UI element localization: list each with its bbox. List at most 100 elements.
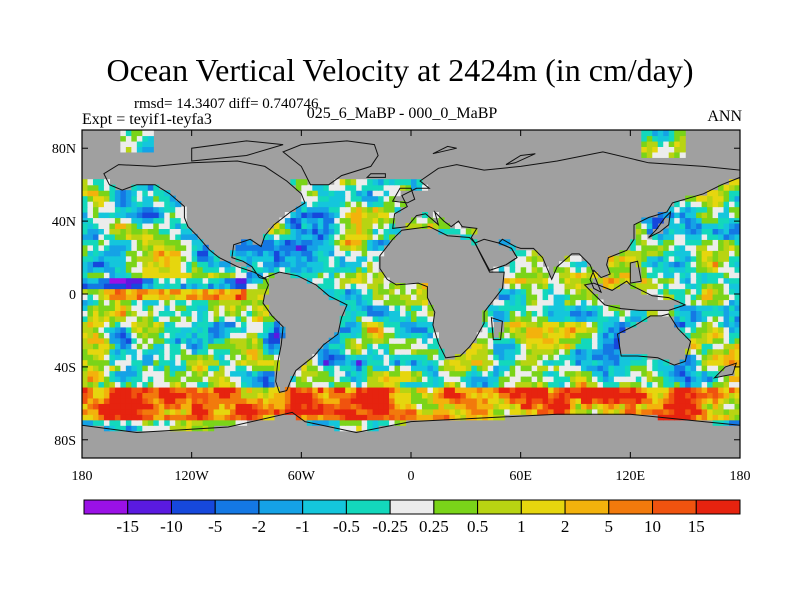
velocity-cell bbox=[718, 272, 725, 279]
velocity-cell bbox=[186, 326, 193, 333]
velocity-cell bbox=[564, 365, 571, 372]
velocity-cell bbox=[657, 386, 664, 393]
velocity-cell bbox=[142, 386, 149, 393]
velocity-cell bbox=[718, 332, 725, 339]
velocity-cell bbox=[690, 414, 697, 421]
velocity-cell bbox=[230, 266, 237, 273]
velocity-cell bbox=[619, 315, 626, 322]
velocity-cell bbox=[334, 337, 341, 344]
velocity-cell bbox=[114, 365, 121, 372]
velocity-cell bbox=[498, 386, 505, 393]
velocity-cell bbox=[241, 277, 248, 284]
velocity-cell bbox=[345, 332, 352, 339]
velocity-cell bbox=[345, 397, 352, 404]
velocity-cell bbox=[147, 403, 154, 410]
velocity-cell bbox=[389, 376, 396, 383]
velocity-cell bbox=[175, 206, 182, 213]
velocity-cell bbox=[158, 414, 165, 421]
velocity-cell bbox=[295, 392, 302, 399]
velocity-cell bbox=[224, 288, 231, 295]
velocity-cell bbox=[147, 376, 154, 383]
velocity-cell bbox=[378, 408, 385, 415]
velocity-cell bbox=[641, 386, 648, 393]
velocity-cell bbox=[262, 283, 270, 290]
velocity-cell bbox=[317, 414, 324, 421]
velocity-cell bbox=[734, 365, 740, 372]
velocity-cell bbox=[142, 184, 149, 191]
velocity-cell bbox=[109, 332, 116, 339]
velocity-cell bbox=[520, 255, 527, 262]
velocity-cell bbox=[487, 386, 494, 393]
velocity-cell bbox=[180, 425, 187, 432]
velocity-cell bbox=[608, 359, 615, 366]
velocity-cell bbox=[701, 386, 708, 393]
velocity-cell bbox=[701, 206, 708, 213]
velocity-cell bbox=[635, 310, 642, 317]
velocity-cell bbox=[421, 392, 429, 399]
velocity-cell bbox=[367, 222, 374, 229]
velocity-cell bbox=[136, 266, 143, 273]
velocity-cell bbox=[559, 354, 566, 361]
velocity-cell bbox=[98, 212, 105, 219]
velocity-cell bbox=[487, 376, 494, 383]
velocity-cell bbox=[224, 386, 231, 393]
velocity-cell bbox=[153, 299, 160, 306]
velocity-cell bbox=[498, 370, 505, 377]
velocity-cell bbox=[125, 212, 132, 219]
velocity-cell bbox=[542, 392, 549, 399]
velocity-cell bbox=[153, 222, 160, 229]
velocity-cell bbox=[537, 365, 544, 372]
velocity-cell bbox=[136, 130, 143, 137]
velocity-cell bbox=[87, 217, 94, 224]
velocity-cell bbox=[213, 354, 220, 361]
velocity-cell bbox=[323, 233, 330, 240]
velocity-cell bbox=[608, 332, 615, 339]
velocity-cell bbox=[504, 403, 511, 410]
velocity-cell bbox=[553, 386, 560, 393]
velocity-cell bbox=[246, 392, 253, 399]
velocity-cell bbox=[103, 343, 111, 350]
velocity-cell bbox=[186, 233, 193, 240]
velocity-cell bbox=[493, 310, 500, 317]
velocity-cell bbox=[367, 332, 374, 339]
velocity-cell bbox=[158, 261, 165, 268]
velocity-cell bbox=[586, 321, 593, 328]
velocity-cell bbox=[350, 321, 357, 328]
velocity-cell bbox=[613, 392, 620, 399]
velocity-cell bbox=[87, 222, 94, 229]
velocity-cell bbox=[208, 255, 215, 262]
velocity-cell bbox=[674, 365, 681, 372]
velocity-cell bbox=[498, 403, 505, 410]
velocity-cell bbox=[109, 272, 116, 279]
velocity-cell bbox=[87, 212, 94, 219]
velocity-cell bbox=[169, 365, 176, 372]
velocity-cell bbox=[504, 326, 511, 333]
velocity-cell bbox=[98, 381, 105, 388]
coastline bbox=[282, 140, 379, 186]
velocity-cell bbox=[580, 304, 588, 311]
velocity-cell bbox=[213, 332, 220, 339]
velocity-cell bbox=[131, 272, 138, 279]
velocity-cell bbox=[153, 233, 160, 240]
velocity-cell bbox=[591, 310, 599, 317]
velocity-cell bbox=[679, 277, 686, 284]
velocity-cell bbox=[657, 130, 664, 137]
velocity-cell bbox=[729, 337, 736, 344]
velocity-cell bbox=[641, 392, 648, 399]
velocity-cell bbox=[696, 386, 703, 393]
velocity-cell bbox=[378, 283, 385, 290]
velocity-cell bbox=[400, 201, 407, 208]
velocity-cell bbox=[345, 354, 352, 361]
velocity-cell bbox=[158, 381, 165, 388]
velocity-cell bbox=[624, 408, 631, 415]
velocity-cell bbox=[389, 201, 396, 208]
velocity-cell bbox=[526, 261, 533, 268]
velocity-cell bbox=[290, 408, 297, 415]
velocity-cell bbox=[608, 321, 615, 328]
velocity-cell bbox=[103, 288, 111, 295]
velocity-cell bbox=[537, 294, 544, 301]
velocity-cell bbox=[559, 376, 566, 383]
velocity-cell bbox=[471, 228, 478, 235]
velocity-cell bbox=[372, 386, 379, 393]
velocity-cell bbox=[542, 386, 549, 393]
